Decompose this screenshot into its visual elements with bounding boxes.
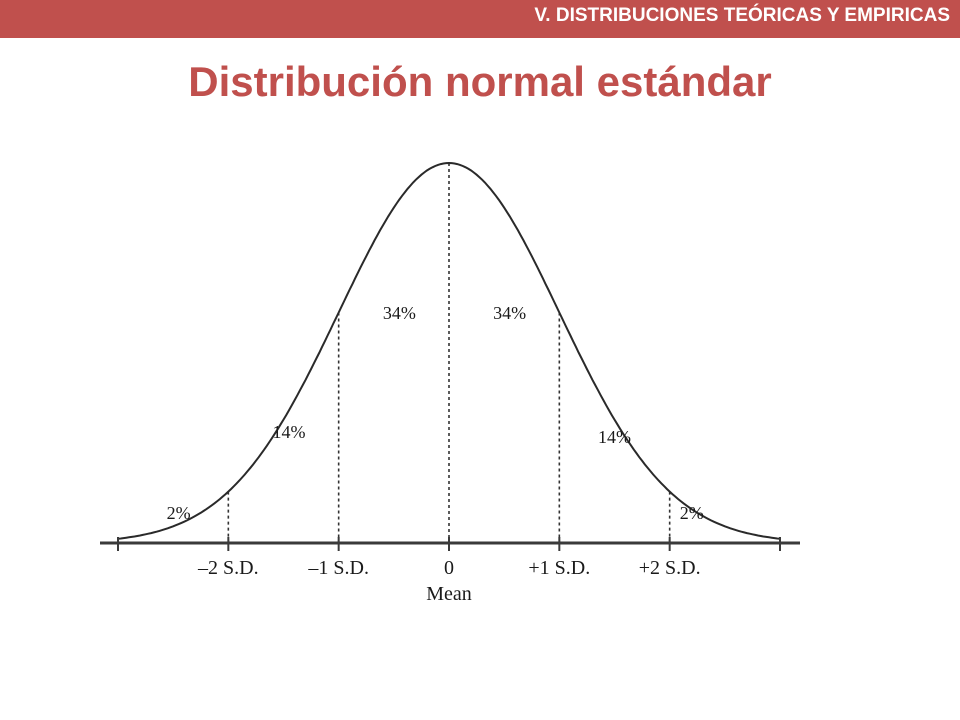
x-tick-labels: –2 S.D. –1 S.D. 0 +1 S.D. +2 S.D. xyxy=(197,557,701,579)
region-label-2: 34% xyxy=(383,303,416,323)
x-tick-label-2: –1 S.D. xyxy=(307,557,369,579)
region-label-3: 34% xyxy=(493,303,526,323)
section-banner: V. DISTRIBUCIONES TEÓRICAS Y EMPIRICAS xyxy=(0,0,960,38)
x-tick-label-1: –2 S.D. xyxy=(197,557,259,579)
region-labels: 2% 14% 34% 34% 14% 2% xyxy=(167,303,704,523)
x-axis-label: Mean xyxy=(426,583,472,605)
x-tick-label-5: +2 S.D. xyxy=(639,557,701,579)
reference-lines xyxy=(227,163,671,543)
x-ticks xyxy=(117,537,781,551)
section-label: V. DISTRIBUCIONES TEÓRICAS Y EMPIRICAS xyxy=(534,5,950,26)
x-tick-label-3: 0 xyxy=(444,557,454,579)
bell-curve xyxy=(117,161,781,540)
x-tick-label-4: +1 S.D. xyxy=(528,557,590,579)
slide-title: Distribución normal estándar xyxy=(188,58,772,105)
region-label-0: 2% xyxy=(167,503,191,523)
region-label-1: 14% xyxy=(273,422,306,442)
region-label-4: 14% xyxy=(598,427,631,447)
region-label-5: 2% xyxy=(680,503,704,523)
